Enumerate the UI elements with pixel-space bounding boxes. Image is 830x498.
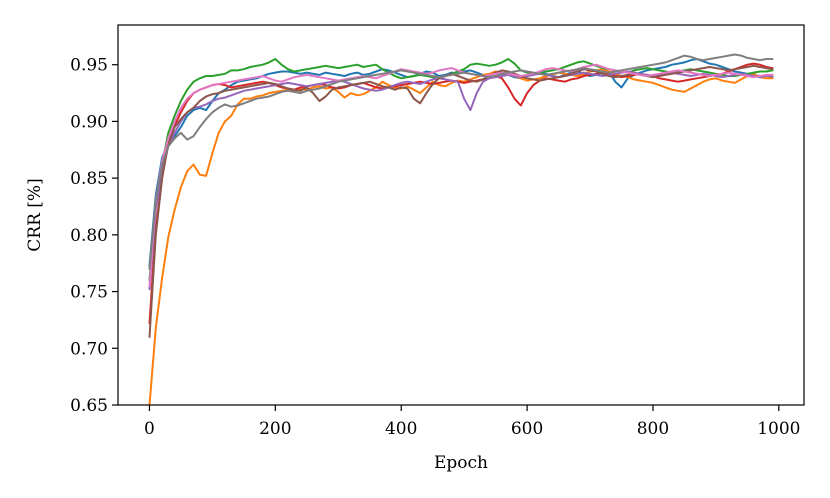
y-tick-label: 0.65 bbox=[70, 396, 108, 416]
series-layer bbox=[148, 53, 774, 406]
tick-layer: 0 200 400 600 800 1000 0.65 0.70 0.75 0.80 0.85 0.9… bbox=[70, 56, 800, 439]
plot-area-frame bbox=[117, 24, 805, 406]
series-line-7 bbox=[148, 63, 774, 287]
series-line-6 bbox=[148, 64, 774, 338]
x-tick-label: 200 bbox=[259, 419, 291, 439]
series-line-5 bbox=[148, 70, 774, 291]
x-tick-label: 800 bbox=[637, 419, 669, 439]
y-tick-label: 0.90 bbox=[70, 112, 108, 132]
axis-layer bbox=[117, 24, 805, 406]
series-line-4 bbox=[148, 62, 774, 325]
x-tick-label: 0 bbox=[144, 419, 155, 439]
series-line-8 bbox=[148, 53, 774, 270]
y-axis-title: CRR [%] bbox=[25, 178, 45, 251]
x-tick-label: 400 bbox=[385, 419, 417, 439]
x-axis-title: Epoch bbox=[434, 453, 488, 473]
y-tick-label: 0.70 bbox=[70, 339, 108, 359]
y-tick-label: 0.75 bbox=[70, 283, 108, 303]
y-tick-label: 0.95 bbox=[70, 56, 108, 76]
series-line-2 bbox=[148, 68, 774, 406]
x-tick-label: 600 bbox=[511, 419, 543, 439]
y-tick-label: 0.80 bbox=[70, 226, 108, 246]
x-tick-label: 1000 bbox=[757, 419, 800, 439]
y-tick-label: 0.85 bbox=[70, 169, 108, 189]
